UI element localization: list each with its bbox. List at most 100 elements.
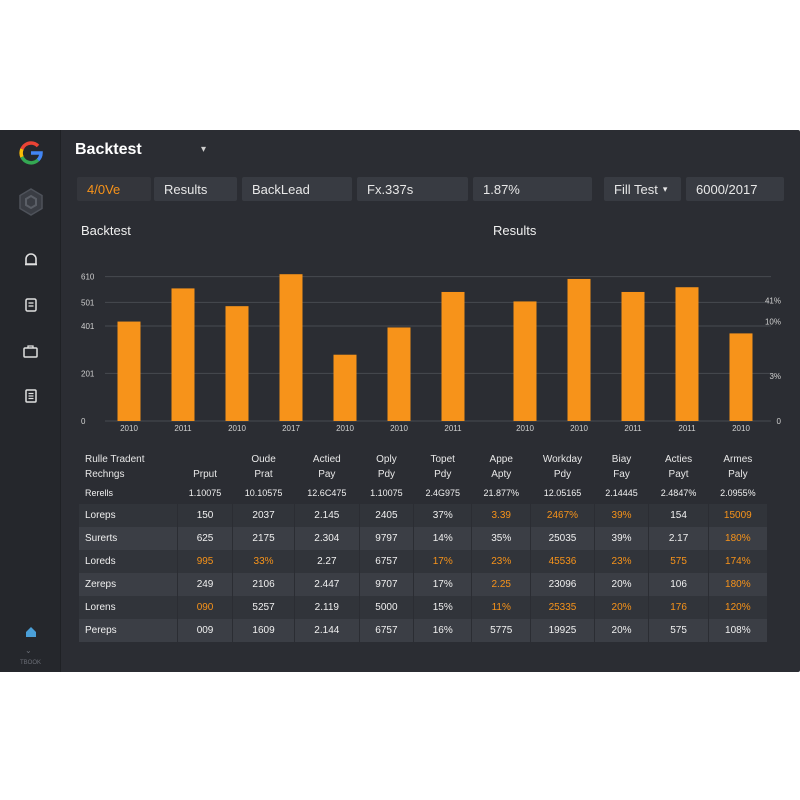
title-dropdown-caret-icon[interactable]: ▾ (201, 144, 207, 155)
chart-bar[interactable] (675, 287, 699, 421)
section-title-backtest: Backtest (81, 223, 131, 238)
briefcase-icon[interactable] (0, 337, 61, 365)
chart-bar[interactable] (513, 301, 537, 421)
x-tick-label: 2010 (570, 424, 588, 433)
table-cell: 090 (177, 596, 233, 619)
chevron-down-icon[interactable]: ⌄ (25, 646, 32, 655)
chart-bar[interactable] (279, 274, 303, 421)
column-header[interactable]: Actied Pay (295, 452, 359, 482)
x-tick-label: 2011 (174, 424, 192, 433)
x-tick-label: 2011 (624, 424, 642, 433)
page-title: Backtest (75, 141, 142, 158)
chip-percent[interactable]: 1.87% (473, 177, 592, 201)
summary-cell: Rerells (79, 482, 179, 504)
table-cell: 249 (177, 573, 233, 596)
column-header[interactable]: Acties Payt (649, 452, 708, 482)
column-header[interactable]: Rulle Tradent Rechngs (79, 452, 178, 482)
summary-cell: 2.14445 (594, 482, 650, 504)
column-header-line2: Prat (254, 469, 273, 480)
y-tick-label-left: 501 (81, 298, 95, 307)
y-tick-label-right: 41% (765, 296, 781, 305)
table-cell: 6757 (359, 550, 415, 573)
column-header-line2: Pdy (377, 469, 396, 480)
bell-icon[interactable] (0, 246, 61, 274)
results-table: Rulle Tradent Rechngs Prput Oude Prat Actied P… (79, 452, 769, 642)
column-header[interactable]: Workday Pdy (531, 452, 594, 482)
column-header[interactable]: Armes Paly (708, 452, 767, 482)
chart-bar[interactable] (225, 306, 249, 421)
chart-bar[interactable] (333, 354, 357, 421)
chip-date[interactable]: 6000/2017 (686, 177, 784, 201)
chart-bar[interactable] (621, 291, 645, 421)
column-header[interactable]: Prput (178, 452, 233, 482)
table-cell: 19925 (530, 619, 595, 642)
table-cell: 2037 (232, 504, 296, 527)
chip-results[interactable]: Results (154, 177, 237, 201)
table-cell: 2.119 (294, 596, 360, 619)
chip-label: 1.87% (483, 181, 520, 197)
backtest-app-window: ⌄ TBOOK Backtest ▾ 4/0Ve Results BackLea… (0, 130, 800, 672)
table-cell: 174% (708, 550, 769, 573)
column-header[interactable]: Oply Pdy (359, 452, 414, 482)
chip-label: BackLead (252, 181, 310, 197)
column-header-line1: Actied (312, 454, 341, 465)
column-header[interactable]: Oude Prat (232, 452, 294, 482)
table-row[interactable]: Loreds 995 33% 2.27 6757 17% 23% 45536 23% 575 174… (79, 550, 769, 573)
table-cell: 20% (594, 619, 650, 642)
table-cell: 009 (177, 619, 233, 642)
chip-fx[interactable]: Fx.337s (357, 177, 468, 201)
table-cell: 2.145 (294, 504, 360, 527)
table-cell: 9707 (359, 573, 415, 596)
table-cell: 180% (708, 527, 769, 550)
table-cell: 154 (648, 504, 709, 527)
summary-cell: 12.6C475 (294, 482, 360, 504)
table-cell: 108% (708, 619, 769, 642)
table-cell: 6757 (359, 619, 415, 642)
sidebar-footer-label: TBOOK (19, 660, 41, 666)
column-header-line2: Payt (668, 469, 689, 480)
chip-label: Results (164, 181, 208, 197)
table-row[interactable]: Loreps 150 2037 2.145 2405 37% 3.39 2467% 39% 154… (79, 504, 769, 527)
table-cell: 33% (232, 550, 296, 573)
chart-bar[interactable] (441, 291, 465, 421)
table-cell: 9797 (359, 527, 415, 550)
chip-strategy[interactable]: 4/0Ve (77, 177, 151, 201)
sidebar: ⌄ TBOOK (0, 130, 61, 672)
hexagon-icon[interactable] (0, 188, 61, 216)
table-cell: 2.144 (294, 619, 360, 642)
chart-bar[interactable] (729, 333, 753, 421)
chart-bar[interactable] (387, 327, 411, 421)
document-icon[interactable] (0, 291, 61, 319)
column-header[interactable]: Biay Fay (594, 452, 649, 482)
y-tick-label-right: 10% (765, 318, 781, 327)
table-row[interactable]: Lorens 090 5257 2.119 5000 15% 11% 25335 20% 176 1… (79, 596, 769, 619)
table-cell: 25035 (530, 527, 595, 550)
table-row[interactable]: Surerts 625 2175 2.304 9797 14% 35% 25035 39% 2.1… (79, 527, 769, 550)
list-icon[interactable] (0, 382, 61, 410)
chip-label: Fill Test (614, 181, 658, 197)
fill-test-dropdown[interactable]: Fill Test ▾ (604, 177, 681, 201)
google-logo-icon[interactable] (0, 139, 61, 167)
chart-bar[interactable] (567, 278, 591, 421)
table-row[interactable]: Zereps 249 2106 2.447 9707 17% 2.25 23096 20% 106… (79, 573, 769, 596)
table-cell: 45536 (530, 550, 595, 573)
table-cell: 176 (648, 596, 709, 619)
table-cell: Zereps (79, 573, 179, 596)
chart-bar[interactable] (171, 288, 195, 421)
table-cell: 25335 (530, 596, 595, 619)
chip-backlead[interactable]: BackLead (242, 177, 352, 201)
column-header[interactable]: Topet Pdy (414, 452, 472, 482)
chart-bar[interactable] (117, 321, 141, 421)
chip-label: 6000/2017 (696, 181, 758, 197)
table-cell: 625 (177, 527, 233, 550)
summary-cell: 2.0955% (708, 482, 769, 504)
table-cell: 35% (471, 527, 532, 550)
home-icon[interactable] (0, 618, 61, 646)
column-header-line2: Prput (193, 469, 217, 480)
x-tick-label: 2010 (228, 424, 246, 433)
y-tick-label-left: 201 (81, 369, 95, 378)
table-cell: 15% (413, 596, 473, 619)
table-row[interactable]: Pereps 009 1609 2.144 6757 16% 5775 19925 20% 575… (79, 619, 769, 642)
y-tick-label-right: 0 (777, 417, 781, 426)
column-header[interactable]: Appe Apty (472, 452, 531, 482)
